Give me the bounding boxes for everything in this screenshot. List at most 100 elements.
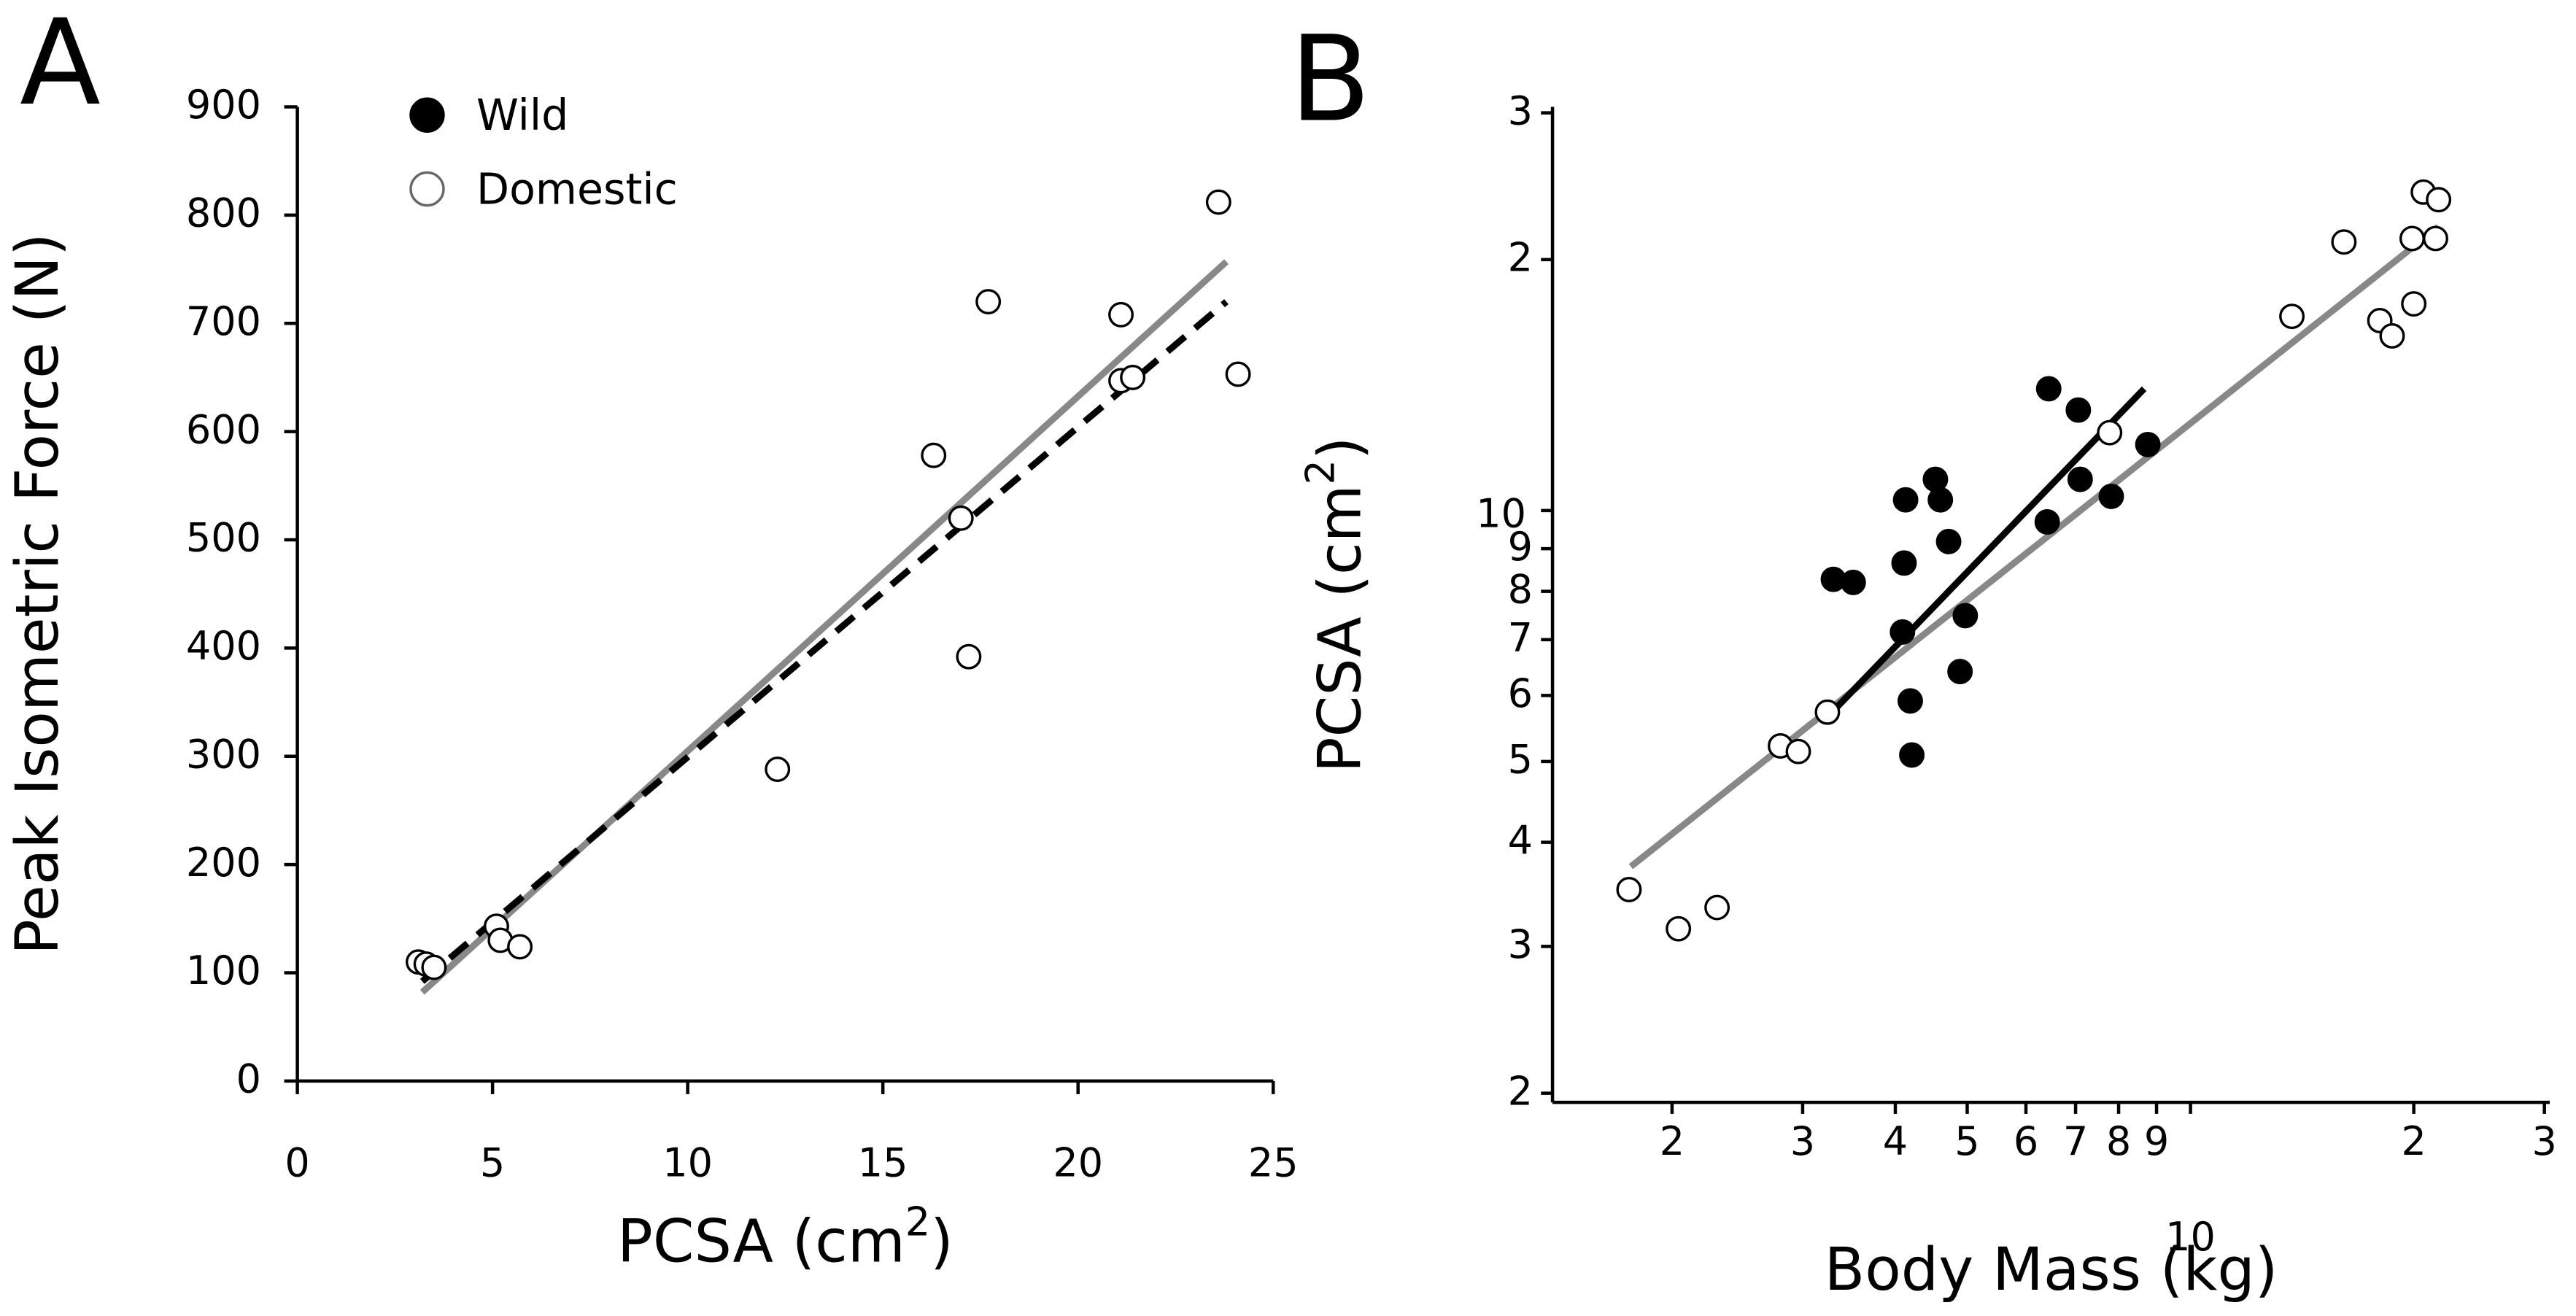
y-tick-label: 400 <box>186 623 261 669</box>
point <box>2035 376 2062 402</box>
superscript: 2 <box>905 1199 930 1245</box>
title-part: Peak Isometric Force (N) <box>4 233 72 955</box>
title-part: Body Mass (kg) <box>1825 1236 2278 1304</box>
point <box>2331 229 2357 255</box>
title-part: PCSA (cm <box>617 1208 905 1277</box>
point <box>507 934 533 960</box>
x-tick-label: 7 <box>2063 1118 2088 1164</box>
point <box>1785 738 1811 765</box>
x-tick-label: 3 <box>1790 1118 1815 1164</box>
y-tick-label: 700 <box>186 298 261 344</box>
legend-label: Domestic <box>476 164 678 214</box>
axis-title: PCSA (cm2) <box>1298 436 1375 773</box>
x-tick-label: 0 <box>285 1139 309 1185</box>
point <box>975 289 1002 315</box>
legend-marker <box>409 97 445 133</box>
point <box>1120 364 1146 390</box>
y-tick-label: 0 <box>236 1056 261 1102</box>
y-tick-label: 8 <box>1508 566 1533 612</box>
x-tick-label: 25 <box>1248 1139 1299 1185</box>
title-part: ) <box>1307 436 1375 460</box>
point <box>2135 431 2161 457</box>
x-tick-label: 10 <box>662 1139 713 1185</box>
y-tick-label: 900 <box>186 82 261 128</box>
point <box>1935 528 1962 554</box>
legend-label: Wild <box>476 90 568 140</box>
y-tick-label: 3 <box>1508 88 1533 133</box>
y-tick-label: 100 <box>186 948 261 994</box>
point <box>1927 487 1954 513</box>
y-tick-label: 300 <box>186 732 261 778</box>
point <box>921 442 947 468</box>
point <box>1947 659 1973 685</box>
axis-title: PCSA (cm2) <box>617 1199 954 1277</box>
y-tick-label: 500 <box>186 515 261 561</box>
x-tick-label: 15 <box>858 1139 908 1185</box>
y-tick-label: 5 <box>1508 737 1533 783</box>
x-tick-label: 5 <box>1954 1118 1979 1164</box>
point <box>1952 603 1979 629</box>
y-tick-label: 3 <box>1508 921 1533 967</box>
y-tick-label: 2 <box>1508 1068 1533 1114</box>
y-tick-label: 9 <box>1508 524 1533 570</box>
point <box>2379 323 2405 349</box>
x-tick-label: 8 <box>2106 1118 2131 1164</box>
point <box>1666 916 1692 942</box>
point <box>1108 301 1134 328</box>
point <box>2423 225 2448 252</box>
point <box>1814 699 1841 725</box>
fit-line <box>419 299 1229 984</box>
point <box>2067 466 2093 492</box>
y-tick-label: 6 <box>1508 670 1533 716</box>
axis-title: Body Mass (kg) <box>1825 1236 2278 1304</box>
point <box>2097 419 2123 446</box>
point <box>2034 509 2060 535</box>
point <box>1922 466 1949 492</box>
y-tick-label: 200 <box>186 840 261 886</box>
point <box>1205 189 1231 215</box>
fit-line <box>1628 224 2441 870</box>
x-tick-label: 3 <box>2531 1118 2556 1164</box>
x-tick-label: 4 <box>1883 1118 1908 1164</box>
point <box>1890 619 1916 645</box>
point <box>1891 550 1917 576</box>
y-tick-label: 10 <box>1476 490 1526 536</box>
x-tick-label: 5 <box>480 1139 505 1185</box>
point <box>1704 894 1730 921</box>
x-tick-label: 20 <box>1053 1139 1103 1185</box>
fit-line <box>419 259 1229 995</box>
point <box>1899 742 1925 768</box>
y-tick-label: 2 <box>1508 235 1533 281</box>
y-tick-label: 800 <box>186 190 261 236</box>
y-tick-label: 7 <box>1508 615 1533 661</box>
point <box>1840 569 1866 595</box>
fit-line <box>1830 386 2147 713</box>
point <box>765 756 791 782</box>
point <box>2065 397 2092 423</box>
x-tick-label: 10 <box>2165 1214 2216 1260</box>
x-tick-label: 2 <box>2401 1118 2426 1164</box>
point <box>2098 483 2124 509</box>
superscript: 2 <box>1298 460 1344 484</box>
point <box>1616 876 1642 902</box>
panel-label: B <box>1290 11 1371 148</box>
point <box>421 954 447 980</box>
point <box>2399 225 2425 252</box>
legend-marker <box>409 171 445 207</box>
y-tick-label: 600 <box>186 406 261 452</box>
point <box>2426 187 2452 213</box>
axis-title: Peak Isometric Force (N) <box>4 233 72 955</box>
x-tick-label: 9 <box>2144 1118 2169 1164</box>
title-part: ) <box>930 1208 954 1277</box>
y-tick-label: 4 <box>1508 817 1533 863</box>
title-part: PCSA (cm <box>1307 484 1375 773</box>
point <box>2279 303 2305 330</box>
point <box>1892 487 1919 513</box>
panel-label: A <box>20 0 101 132</box>
point <box>956 643 982 670</box>
point <box>2401 291 2427 317</box>
point <box>1225 361 1251 387</box>
point <box>948 505 974 531</box>
